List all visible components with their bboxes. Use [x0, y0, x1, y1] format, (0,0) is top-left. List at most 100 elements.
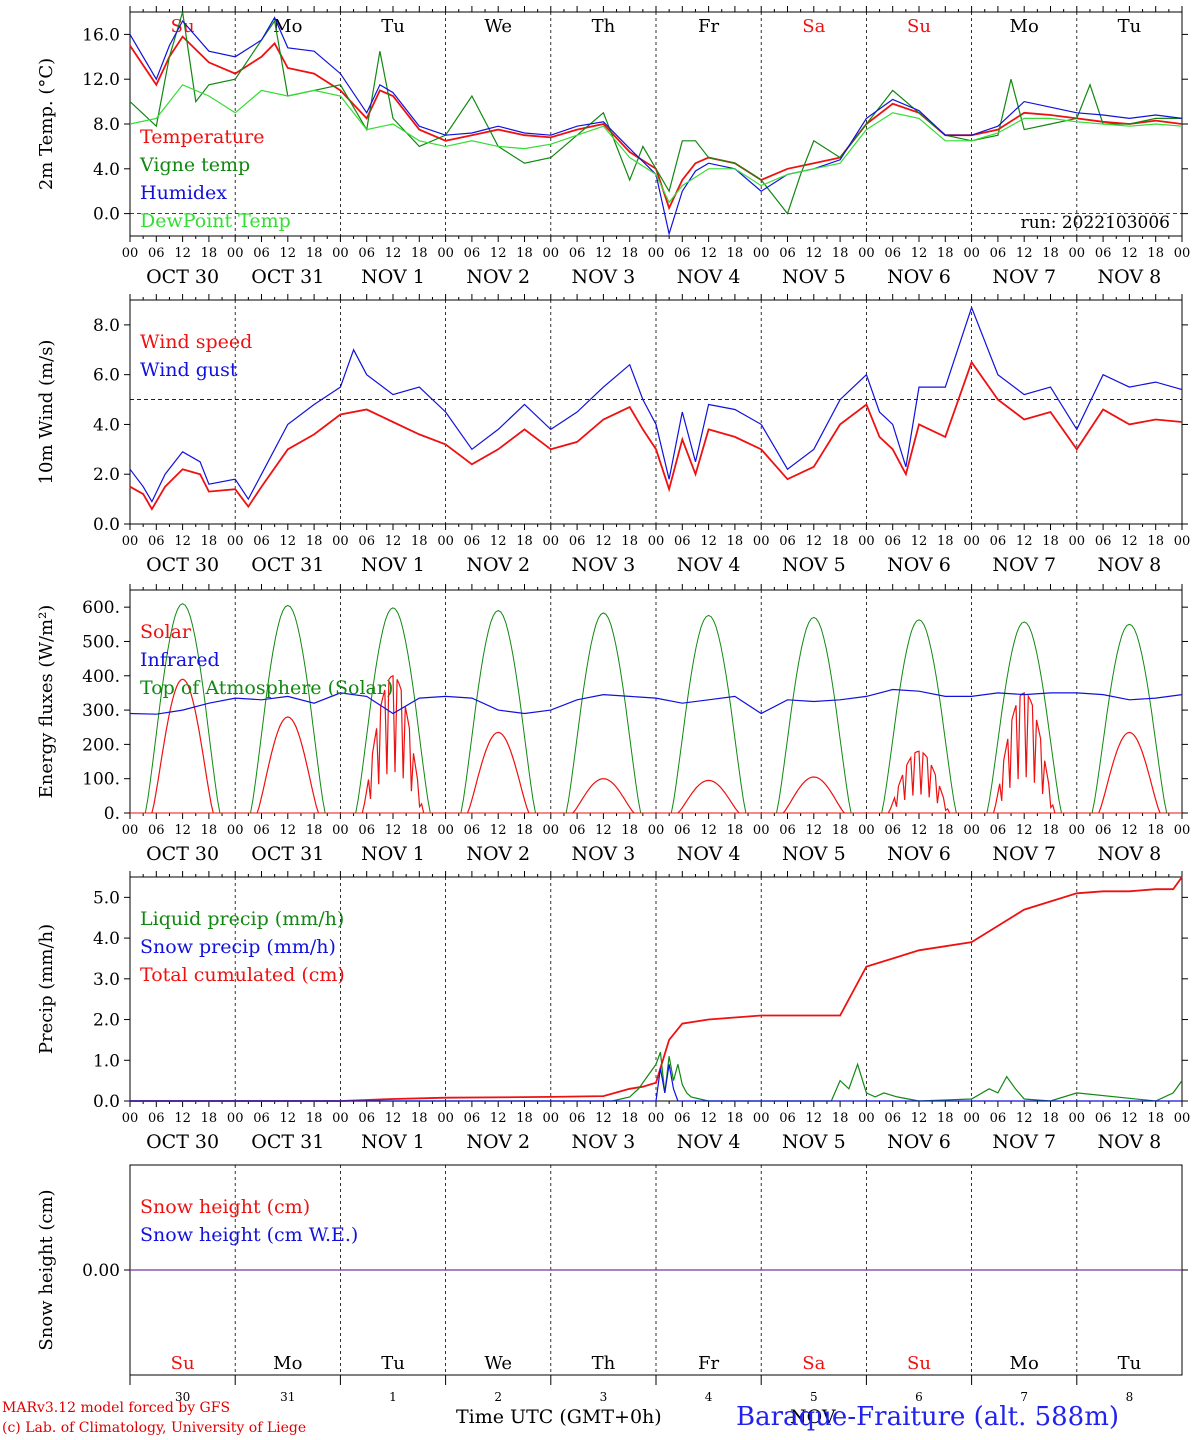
- footer-copyright: (c) Lab. of Climatology, University of L…: [2, 1420, 307, 1436]
- hour-tick-label: 18: [621, 534, 638, 549]
- hour-tick-label: 12: [700, 823, 717, 838]
- hour-tick-label: 12: [595, 246, 612, 261]
- hour-tick-label: 06: [464, 246, 481, 261]
- hour-tick-label: 00: [753, 534, 770, 549]
- hour-tick-label: 00: [963, 823, 980, 838]
- hour-tick-label: 00: [437, 1111, 454, 1126]
- weekday-label: Th: [592, 1353, 616, 1374]
- hour-tick-label: 06: [674, 246, 691, 261]
- hour-tick-label: 18: [1147, 534, 1164, 549]
- footer-model: MARv3.12 model forced by GFS: [2, 1400, 231, 1416]
- day-number-label: 8: [1126, 1390, 1134, 1404]
- day-label: NOV 1: [361, 266, 425, 288]
- hour-tick-label: 00: [437, 534, 454, 549]
- hour-tick-label: 18: [201, 246, 218, 261]
- day-number-label: 3: [600, 1390, 608, 1404]
- toa-solar-day: [986, 621, 1062, 814]
- y-axis-label: Precip (mm/h): [36, 924, 57, 1054]
- day-label: NOV 3: [572, 554, 636, 576]
- hour-tick-label: 00: [1069, 534, 1086, 549]
- hour-tick-label: 18: [727, 823, 744, 838]
- day-label: NOV 3: [572, 266, 636, 288]
- hour-tick-label: 00: [858, 823, 875, 838]
- hour-tick-label: 00: [1069, 1111, 1086, 1126]
- toa-solar-day: [355, 607, 431, 814]
- hour-tick-label: 06: [464, 1111, 481, 1126]
- weekday-label: Tu: [1118, 1353, 1142, 1374]
- hour-tick-label: 18: [937, 1111, 954, 1126]
- weekday-label: Tu: [1118, 16, 1142, 37]
- hour-tick-label: 00: [858, 1111, 875, 1126]
- hour-tick-label: 12: [595, 534, 612, 549]
- toa-solar-day: [1091, 623, 1168, 814]
- y-tick-label: 100.: [82, 770, 120, 790]
- hour-tick-label: 00: [122, 823, 139, 838]
- legend-entry: Total cumulated (cm): [140, 964, 345, 986]
- series-line: [129, 360, 1183, 511]
- hour-tick-label: 06: [990, 823, 1007, 838]
- legend-entry: Humidex: [140, 182, 227, 204]
- hour-tick-label: 06: [253, 823, 270, 838]
- hour-tick-label: 12: [490, 823, 507, 838]
- hour-tick-label: 06: [1095, 823, 1112, 838]
- hour-tick-label: 12: [1016, 246, 1033, 261]
- hour-tick-label: 00: [648, 246, 665, 261]
- toa-solar-day: [460, 610, 536, 814]
- hour-tick-label: 06: [1095, 1111, 1112, 1126]
- weekday-label: Su: [171, 16, 195, 37]
- weekday-label: Su: [907, 16, 931, 37]
- day-label: OCT 31: [251, 266, 324, 288]
- y-tick-label: 0.0: [93, 515, 120, 535]
- hour-tick-label: 00: [963, 534, 980, 549]
- hour-tick-label: 12: [911, 1111, 928, 1126]
- hour-tick-label: 18: [516, 823, 533, 838]
- y-tick-label: 8.0: [93, 115, 120, 135]
- hour-tick-label: 18: [516, 246, 533, 261]
- hour-tick-label: 12: [911, 823, 928, 838]
- hour-tick-label: 06: [674, 1111, 691, 1126]
- hour-tick-label: 12: [700, 534, 717, 549]
- hour-tick-label: 12: [806, 823, 823, 838]
- y-tick-label: 400.: [82, 667, 120, 687]
- hour-tick-label: 00: [858, 246, 875, 261]
- hour-tick-label: 06: [884, 246, 901, 261]
- weekday-label: Fr: [698, 1353, 719, 1374]
- hour-tick-label: 18: [832, 823, 849, 838]
- toa-solar-day: [144, 603, 221, 814]
- hour-tick-label: 12: [385, 1111, 402, 1126]
- solar-day: [256, 716, 320, 814]
- solar-day: [1098, 731, 1161, 814]
- y-tick-label: 4.0: [93, 929, 120, 949]
- series-line: [130, 1051, 1183, 1102]
- day-label: NOV 3: [572, 843, 636, 865]
- hour-tick-label: 06: [148, 246, 165, 261]
- month-caption: NOV: [790, 1406, 836, 1428]
- day-label: NOV 7: [992, 1131, 1056, 1153]
- day-number-label: 30: [175, 1390, 190, 1404]
- weekday-label: Tu: [381, 1353, 405, 1374]
- day-label: OCT 30: [146, 554, 219, 576]
- day-label: NOV 2: [466, 266, 530, 288]
- toa-solar-day: [670, 614, 747, 814]
- weekday-label: Su: [907, 1353, 931, 1374]
- series-line: [129, 305, 1183, 503]
- legend-entry: Temperature: [140, 126, 264, 148]
- series-line: [129, 688, 1183, 715]
- hour-tick-label: 18: [727, 1111, 744, 1126]
- hour-tick-label: 06: [779, 823, 796, 838]
- hour-tick-label: 00: [437, 823, 454, 838]
- hour-tick-label: 18: [1042, 823, 1059, 838]
- hour-tick-label: 12: [174, 823, 191, 838]
- solar-day: [151, 678, 214, 814]
- series-line: [129, 16, 1183, 237]
- hour-tick-label: 00: [648, 534, 665, 549]
- hour-tick-label: 06: [148, 534, 165, 549]
- hour-tick-label: 18: [306, 823, 323, 838]
- hour-tick-label: 00: [543, 823, 560, 838]
- hour-tick-label: 00: [332, 246, 349, 261]
- day-label: OCT 31: [251, 554, 324, 576]
- y-tick-label: 12.0: [82, 70, 120, 90]
- day-label: NOV 4: [677, 843, 741, 865]
- hour-tick-label: 18: [621, 1111, 638, 1126]
- hour-tick-label: 06: [253, 246, 270, 261]
